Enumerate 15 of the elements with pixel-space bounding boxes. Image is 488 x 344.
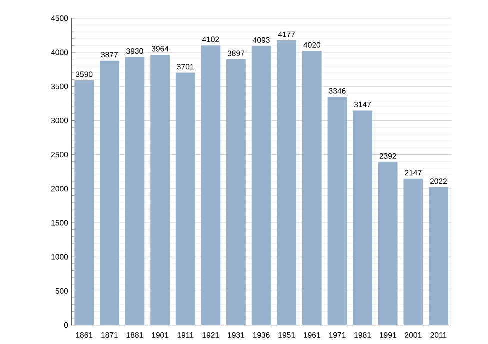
bar [252,46,272,326]
bar [353,110,372,326]
bar [74,80,94,326]
bar [100,61,120,326]
bar [328,97,348,326]
bar [429,188,448,326]
bar [125,57,145,326]
bar [150,55,170,326]
bar [176,73,196,326]
bar [404,179,424,326]
bar [201,46,221,326]
bar [277,40,297,326]
bar [226,60,246,326]
bar [302,51,322,326]
bar [378,162,398,326]
